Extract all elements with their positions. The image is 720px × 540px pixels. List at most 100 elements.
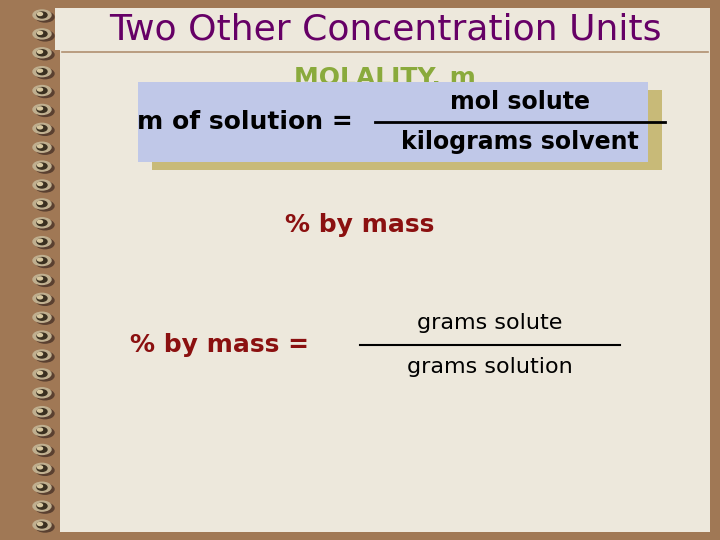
Ellipse shape <box>36 522 54 532</box>
Ellipse shape <box>36 295 54 305</box>
Ellipse shape <box>37 277 42 280</box>
Ellipse shape <box>37 145 42 148</box>
Ellipse shape <box>33 237 51 247</box>
Text: mol solute: mol solute <box>450 90 590 114</box>
Ellipse shape <box>33 218 51 228</box>
Ellipse shape <box>37 465 47 471</box>
Ellipse shape <box>37 409 42 412</box>
Ellipse shape <box>37 125 47 131</box>
Ellipse shape <box>36 390 54 400</box>
Bar <box>0 0 60 540</box>
Ellipse shape <box>37 31 42 35</box>
Ellipse shape <box>37 144 47 150</box>
Ellipse shape <box>33 501 51 511</box>
Ellipse shape <box>37 447 42 450</box>
Bar <box>152 90 662 170</box>
Ellipse shape <box>33 407 51 417</box>
Ellipse shape <box>33 29 51 39</box>
Ellipse shape <box>37 276 47 282</box>
Ellipse shape <box>33 48 51 58</box>
Ellipse shape <box>37 220 42 223</box>
Ellipse shape <box>36 276 54 286</box>
Ellipse shape <box>37 484 47 490</box>
Ellipse shape <box>37 503 47 509</box>
Ellipse shape <box>37 182 47 188</box>
Ellipse shape <box>37 106 47 112</box>
Ellipse shape <box>36 409 54 419</box>
Ellipse shape <box>37 126 42 129</box>
Ellipse shape <box>37 50 47 56</box>
Ellipse shape <box>36 201 54 211</box>
Ellipse shape <box>37 201 42 204</box>
Bar <box>138 82 648 162</box>
Ellipse shape <box>33 199 51 209</box>
Ellipse shape <box>36 447 54 456</box>
Text: kilograms solvent: kilograms solvent <box>401 130 639 154</box>
Ellipse shape <box>36 163 54 173</box>
Ellipse shape <box>37 295 47 301</box>
Ellipse shape <box>36 12 54 22</box>
Ellipse shape <box>36 182 54 192</box>
Ellipse shape <box>33 142 51 152</box>
Ellipse shape <box>37 50 42 53</box>
Text: % by mass: % by mass <box>285 213 435 237</box>
Ellipse shape <box>33 180 51 190</box>
Ellipse shape <box>36 465 54 475</box>
Ellipse shape <box>33 482 51 492</box>
Ellipse shape <box>33 444 51 455</box>
Ellipse shape <box>37 12 47 18</box>
Ellipse shape <box>36 69 54 79</box>
Ellipse shape <box>33 369 51 379</box>
Ellipse shape <box>37 314 47 320</box>
Ellipse shape <box>37 69 42 72</box>
Ellipse shape <box>37 504 42 507</box>
Ellipse shape <box>37 485 42 488</box>
Text: % by mass =: % by mass = <box>130 333 310 357</box>
Ellipse shape <box>37 372 42 374</box>
Ellipse shape <box>37 239 47 245</box>
Ellipse shape <box>37 334 42 336</box>
Ellipse shape <box>33 104 51 114</box>
Ellipse shape <box>33 293 51 303</box>
Ellipse shape <box>36 50 54 60</box>
Ellipse shape <box>37 409 47 415</box>
Ellipse shape <box>33 520 51 530</box>
Ellipse shape <box>37 107 42 110</box>
Ellipse shape <box>36 239 54 248</box>
Ellipse shape <box>37 428 42 431</box>
Ellipse shape <box>33 123 51 133</box>
Ellipse shape <box>37 333 47 339</box>
Ellipse shape <box>33 85 51 96</box>
Ellipse shape <box>36 258 54 267</box>
Ellipse shape <box>33 161 51 171</box>
Ellipse shape <box>37 390 47 396</box>
Ellipse shape <box>37 239 42 242</box>
Ellipse shape <box>37 220 47 226</box>
Ellipse shape <box>36 314 54 324</box>
Ellipse shape <box>37 352 47 358</box>
Ellipse shape <box>33 10 51 20</box>
Ellipse shape <box>36 503 54 513</box>
Ellipse shape <box>37 31 47 37</box>
Ellipse shape <box>37 12 42 16</box>
Ellipse shape <box>37 523 42 525</box>
Ellipse shape <box>37 258 42 261</box>
Ellipse shape <box>36 371 54 381</box>
Ellipse shape <box>33 426 51 436</box>
Ellipse shape <box>37 428 47 434</box>
Ellipse shape <box>33 388 51 398</box>
Text: grams solute: grams solute <box>418 313 563 333</box>
Ellipse shape <box>33 331 51 341</box>
Ellipse shape <box>37 390 42 393</box>
Ellipse shape <box>37 371 47 377</box>
Ellipse shape <box>37 296 42 299</box>
Ellipse shape <box>33 312 51 322</box>
Ellipse shape <box>37 69 47 75</box>
Ellipse shape <box>36 87 54 98</box>
Bar <box>55 8 710 50</box>
Ellipse shape <box>36 352 54 362</box>
Text: Two Other Concentration Units: Two Other Concentration Units <box>109 12 661 46</box>
Text: m of solution =: m of solution = <box>137 110 353 134</box>
Text: grams solution: grams solution <box>407 357 573 377</box>
Ellipse shape <box>33 350 51 360</box>
